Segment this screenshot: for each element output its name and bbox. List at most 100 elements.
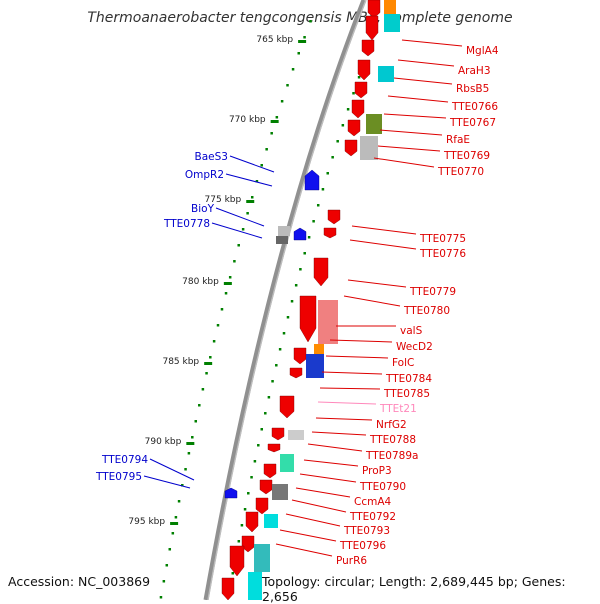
forward-gene[interactable] <box>289 367 303 379</box>
gene-label[interactable]: TTE0793 <box>343 525 390 537</box>
label-connector <box>343 295 401 307</box>
gene-label[interactable]: WecD2 <box>396 341 433 353</box>
feature-box[interactable] <box>318 300 338 344</box>
label-connector <box>347 279 407 288</box>
track-dot-right <box>257 444 260 447</box>
forward-gene[interactable] <box>367 0 381 19</box>
gene-label[interactable]: TTE0788 <box>369 434 416 446</box>
track-dot-left <box>255 180 259 183</box>
forward-gene[interactable] <box>351 99 365 119</box>
feature-box[interactable] <box>254 544 270 572</box>
track-dot-right <box>312 220 315 223</box>
feature-box[interactable] <box>378 66 394 82</box>
feature-box[interactable] <box>264 514 278 528</box>
gene-label[interactable]: PurR6 <box>336 555 367 567</box>
track-dot-left <box>241 228 245 231</box>
label-connector <box>225 173 273 187</box>
gene-label[interactable]: TTE0766 <box>451 101 498 113</box>
track-dot-left <box>177 500 181 503</box>
gene-label[interactable]: TTE0790 <box>359 481 406 493</box>
feature-box[interactable] <box>278 226 290 236</box>
gene-label[interactable]: valS <box>400 325 423 337</box>
gene-label[interactable]: OmpR2 <box>185 169 224 181</box>
forward-gene[interactable] <box>271 427 285 441</box>
gene-label[interactable]: TTE0789a <box>365 450 418 462</box>
gene-label[interactable]: ProP3 <box>362 465 392 477</box>
gene-label[interactable]: RbsB5 <box>456 83 489 95</box>
forward-gene[interactable] <box>279 395 295 419</box>
gene-label[interactable]: TTE0769 <box>443 150 490 162</box>
feature-box[interactable] <box>384 0 396 14</box>
track-dot-left <box>303 36 306 39</box>
feature-box[interactable] <box>360 136 378 160</box>
gene-label[interactable]: TTE0770 <box>437 166 484 178</box>
gene-label[interactable]: TTE0776 <box>419 248 466 260</box>
forward-gene[interactable] <box>241 535 255 553</box>
gene-label[interactable]: TTE0775 <box>419 233 466 245</box>
gene-label[interactable]: BaeS3 <box>195 151 228 163</box>
gene-label[interactable]: MglA4 <box>466 45 499 57</box>
forward-gene[interactable] <box>354 81 368 99</box>
forward-gene[interactable] <box>229 545 245 577</box>
label-connector <box>315 417 373 421</box>
track-dot-right <box>290 300 294 303</box>
track-dot-right <box>260 428 264 431</box>
feature-box[interactable] <box>306 354 324 378</box>
label-connector <box>149 458 195 481</box>
reverse-gene[interactable] <box>293 227 307 241</box>
feature-box[interactable] <box>276 236 288 244</box>
forward-gene[interactable] <box>267 443 281 453</box>
feature-box[interactable] <box>288 430 304 440</box>
gene-label[interactable]: TTE0785 <box>383 388 430 400</box>
gene-label[interactable]: RfaE <box>446 134 470 146</box>
feature-box[interactable] <box>366 114 382 134</box>
forward-gene[interactable] <box>259 479 273 495</box>
gene-label[interactable]: TTE0779 <box>409 286 456 298</box>
gene-label[interactable]: TTE0780 <box>403 305 450 317</box>
gene-label[interactable]: CcmA4 <box>354 496 392 508</box>
label-connector <box>387 95 449 103</box>
forward-gene[interactable] <box>365 15 379 41</box>
reverse-gene[interactable] <box>224 487 238 499</box>
forward-gene[interactable] <box>255 497 269 515</box>
track-dot-left <box>191 436 194 439</box>
gene-label[interactable]: TTE0778 <box>163 218 210 230</box>
gene-label[interactable]: TTEt21 <box>379 403 417 415</box>
gene-label[interactable]: TTE0795 <box>95 471 142 483</box>
label-connector <box>377 145 441 152</box>
track-dot-left <box>275 116 279 119</box>
forward-gene[interactable] <box>357 59 371 81</box>
gene-label[interactable]: TTE0796 <box>339 540 386 552</box>
forward-gene[interactable] <box>344 139 358 157</box>
gene-label[interactable]: FolC <box>392 357 414 369</box>
gene-label[interactable]: TTE0767 <box>449 117 496 129</box>
reverse-gene[interactable] <box>304 169 320 191</box>
gene-label[interactable]: TTE0794 <box>101 454 148 466</box>
label-connector <box>349 239 417 250</box>
feature-box[interactable] <box>248 572 262 600</box>
gene-label[interactable]: TTE0792 <box>349 511 396 523</box>
forward-gene[interactable] <box>293 347 307 365</box>
feature-box[interactable] <box>272 484 288 500</box>
forward-gene[interactable] <box>327 209 341 225</box>
forward-gene[interactable] <box>263 463 277 479</box>
forward-gene[interactable] <box>313 257 329 287</box>
label-connector <box>285 513 341 527</box>
feature-box[interactable] <box>314 344 324 354</box>
feature-box[interactable] <box>280 454 294 472</box>
forward-gene[interactable] <box>221 577 235 600</box>
feature-box[interactable] <box>384 14 400 32</box>
forward-gene[interactable] <box>323 227 337 239</box>
track-dot-right <box>303 252 306 255</box>
forward-gene[interactable] <box>245 511 259 533</box>
gene-label[interactable]: BioY <box>191 203 215 215</box>
forward-gene[interactable] <box>347 119 361 137</box>
gene-label[interactable]: NrfG2 <box>376 419 407 431</box>
forward-gene[interactable] <box>299 295 317 343</box>
gene-label[interactable]: AraH3 <box>458 65 491 77</box>
gene-label[interactable]: TTE0784 <box>385 373 432 385</box>
ruler-tick <box>170 522 179 525</box>
track-dot-left <box>162 580 166 583</box>
forward-gene[interactable] <box>361 39 375 57</box>
track-dot-right <box>346 108 350 111</box>
